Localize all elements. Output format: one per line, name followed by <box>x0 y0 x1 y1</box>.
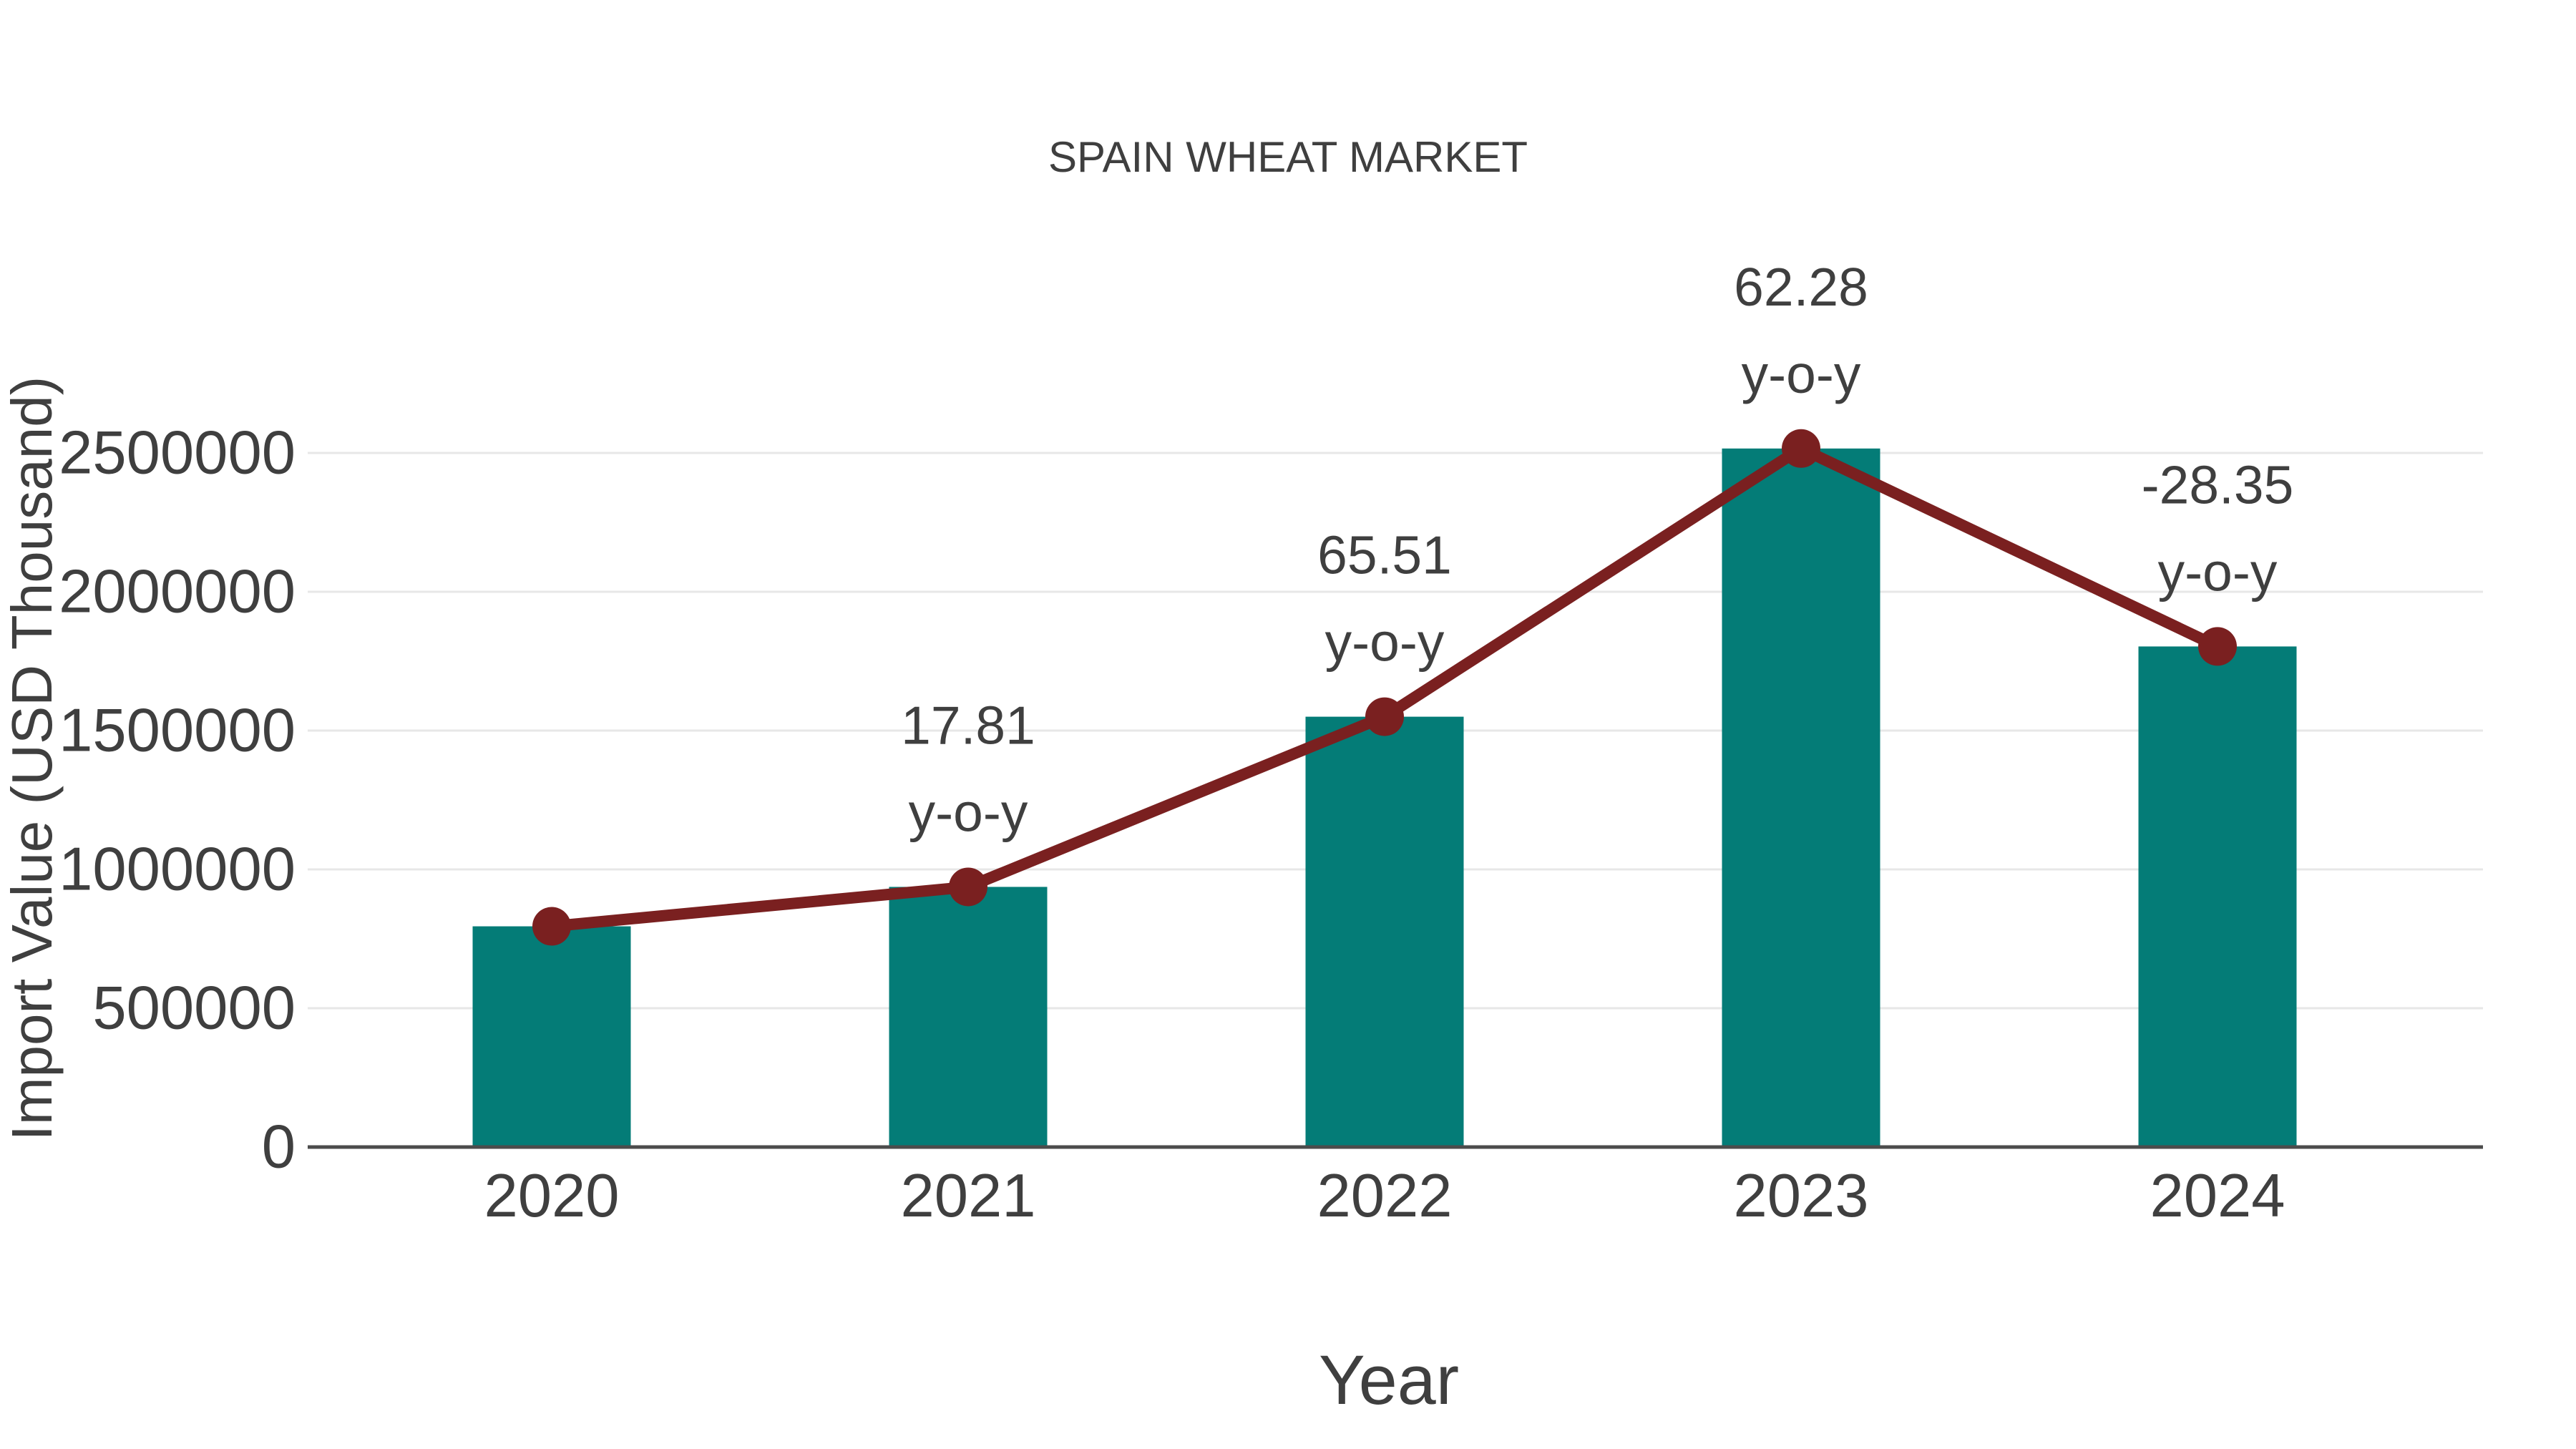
x-axis-title: Year <box>1319 1341 1459 1419</box>
x-axis-tick-labels: 2020 2021 2022 2023 2024 <box>484 1162 2285 1230</box>
yoy-suffix-label: y-o-y <box>1742 344 1861 404</box>
yoy-value-label: 65.51 <box>1317 525 1452 585</box>
x-tick-label-2023: 2023 <box>1733 1162 1868 1230</box>
y-tick-label: 1000000 <box>59 836 296 904</box>
yoy-suffix-label: y-o-y <box>909 782 1028 842</box>
bar-2023 <box>1722 448 1880 1147</box>
yoy-suffix-label: y-o-y <box>2158 542 2278 602</box>
yoy-value-label: -28.35 <box>2142 454 2294 514</box>
line-series <box>532 429 2237 946</box>
x-tick-label-2020: 2020 <box>484 1162 619 1230</box>
yoy-value-label: 62.28 <box>1734 257 1868 317</box>
x-tick-label-2022: 2022 <box>1317 1162 1452 1230</box>
yoy-marker-2024 <box>2198 627 2237 666</box>
y-tick-label: 0 <box>262 1113 296 1181</box>
y-tick-label: 1500000 <box>59 697 296 765</box>
bar-series <box>472 448 2297 1147</box>
yoy-marker-2021 <box>949 867 987 907</box>
bar-2024 <box>2138 646 2297 1147</box>
point-labels-group: 17.81 y-o-y 65.51 y-o-y 62.28 y-o-y -28.35 y-o-… <box>901 257 2293 843</box>
yoy-value-label: 17.81 <box>901 695 1035 755</box>
bar-2021 <box>889 887 1048 1147</box>
y-axis-tick-labels: 0 500000 1000000 1500000 2000000 2500000 <box>59 419 296 1181</box>
yoy-marker-2020 <box>532 907 571 946</box>
yoy-suffix-label: y-o-y <box>1325 613 1445 673</box>
y-tick-label: 500000 <box>92 975 296 1043</box>
x-tick-label-2024: 2024 <box>2150 1162 2285 1230</box>
yoy-marker-2023 <box>1782 429 1820 468</box>
chart-title: SPAIN WHEAT MARKET <box>1048 133 1528 181</box>
yoy-marker-2022 <box>1365 697 1404 736</box>
bar-2020 <box>472 926 631 1147</box>
y-tick-label: 2000000 <box>59 558 296 626</box>
y-axis-title: Import Value (USD Thousand) <box>0 376 64 1141</box>
x-tick-label-2021: 2021 <box>900 1162 1035 1230</box>
bar-2022 <box>1305 716 1464 1147</box>
y-tick-label: 2500000 <box>59 419 296 487</box>
